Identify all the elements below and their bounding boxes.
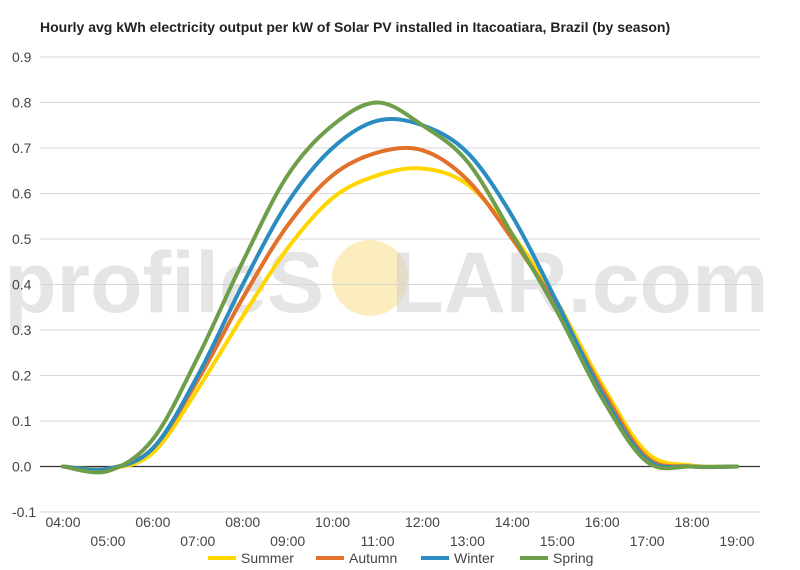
x-tick-label: 15:00 [540, 533, 575, 549]
watermark-sun-icon [332, 240, 408, 316]
legend-label-summer: Summer [241, 550, 294, 566]
x-tick-label: 14:00 [495, 514, 530, 530]
y-tick-label: 0.4 [12, 277, 32, 293]
x-tick-label: 10:00 [315, 514, 350, 530]
gridlines [40, 56, 760, 513]
watermark-logo: profileSOLAR.com [4, 235, 769, 331]
x-tick-label: 08:00 [225, 514, 260, 530]
y-tick-label: 0.0 [12, 459, 32, 475]
y-tick-label: 0.5 [12, 231, 32, 247]
x-tick-label: 19:00 [719, 533, 754, 549]
x-tick-label: 09:00 [270, 533, 305, 549]
y-tick-label: 0.2 [12, 368, 32, 384]
series-line-spring [61, 100, 739, 475]
legend-label-winter: Winter [454, 550, 495, 566]
legend-label-spring: Spring [553, 550, 593, 566]
legend: Summer Autumn Winter Spring [208, 550, 593, 566]
y-tick-label: 0.1 [12, 413, 32, 429]
y-tick-label: 0.9 [12, 49, 32, 65]
x-tick-label: 13:00 [450, 533, 485, 549]
y-tick-label: 0.8 [12, 95, 32, 111]
y-tick-label: 0.7 [12, 140, 32, 156]
chart-title: Hourly avg kWh electricity output per kW… [40, 19, 671, 35]
series-lines [61, 100, 739, 475]
x-tick-label: 05:00 [90, 533, 125, 549]
x-tick-label: 06:00 [135, 514, 170, 530]
series-line-summer [61, 166, 739, 472]
legend-label-autumn: Autumn [349, 550, 397, 566]
watermark-text: profileSOLAR.com [4, 235, 769, 331]
x-tick-label: 07:00 [180, 533, 215, 549]
y-tick-label: 0.3 [12, 322, 32, 338]
y-tick-label: 0.6 [12, 186, 32, 202]
x-tick-label: 16:00 [585, 514, 620, 530]
x-tick-label: 12:00 [405, 514, 440, 530]
x-axis-tick-labels: 04:00 05:00 06:00 07:00 08:00 09:00 10:00 11:00… [45, 514, 754, 549]
x-tick-label: 17:00 [630, 533, 665, 549]
x-tick-label: 04:00 [45, 514, 80, 530]
x-tick-label: 18:00 [674, 514, 709, 530]
x-tick-label: 11:00 [361, 533, 395, 549]
y-tick-label: -0.1 [12, 504, 36, 520]
y-axis-tick-labels: -0.1 0.0 0.1 0.2 0.3 0.4 0.5 0.6 0.7 0.8 0.9 [12, 49, 36, 520]
